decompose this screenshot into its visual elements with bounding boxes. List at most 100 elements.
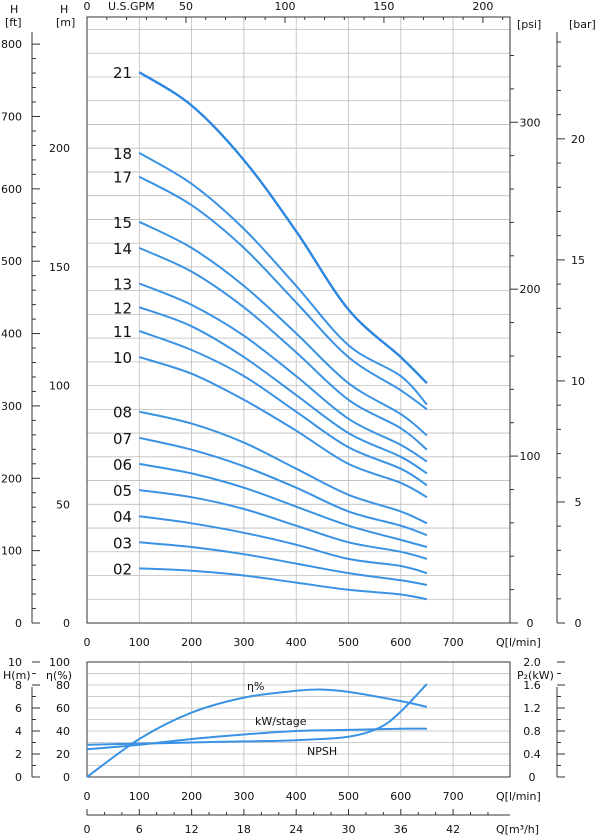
m-axis-title: H [m]	[56, 3, 75, 29]
q-axis-ticks-lower-chart: 0 100 200 300 400 500 600 700	[84, 790, 464, 803]
h-tick-label-lower: 10	[8, 656, 22, 669]
gpm-axis-ticks: 0 50 100 150 200	[84, 0, 504, 23]
q-axis-ticks-top-chart: 0 100 200 300 400 500 600 700	[84, 636, 464, 649]
q-tick-label-lower: 400	[286, 790, 307, 803]
p2-tick-label: 0.8	[523, 725, 541, 738]
h-tick-label-lower: 6	[15, 702, 22, 715]
eta-annotation: η%	[247, 680, 264, 693]
eta-tick-label: 20	[56, 748, 70, 761]
gpm-tick-label: 100	[274, 0, 295, 13]
psi-axis-title: [psi]	[517, 18, 541, 31]
bar-tick-label: 0	[575, 617, 582, 630]
m-axis-ticks: 0 50 100 150 200	[49, 142, 70, 630]
ft-tick-label: 0	[15, 617, 22, 630]
lower-curve-	[86, 688, 428, 778]
h-axis-title-lower: H(m)	[3, 669, 31, 682]
head-curve-13	[138, 282, 428, 463]
p2-tick-label: 1.6	[523, 679, 541, 692]
stage-label-02: 02	[113, 560, 132, 578]
p2-tick-label: 0	[529, 771, 536, 784]
head-curve-04	[139, 515, 428, 575]
eta-tick-label: 100	[49, 656, 70, 669]
m3h-tick-label: 24	[289, 823, 303, 836]
gpm-tick-label: 150	[373, 0, 394, 13]
gpm-tick-label: 0	[84, 0, 91, 13]
bar-axis-title: [bar]	[569, 18, 596, 31]
ft-tick-label: 500	[1, 255, 22, 268]
ft-axis-ticks: 0 100 200 300 400 500 600 700 800	[1, 38, 40, 630]
bar-tick-label: 15	[571, 254, 585, 267]
stage-label-11: 11	[113, 323, 132, 341]
h-tick-label-lower: 0	[15, 771, 22, 784]
ft-tick-label: 700	[1, 110, 22, 123]
head-curve-14	[138, 246, 428, 451]
gpm-tick-label: 50	[179, 0, 193, 13]
head-curve-02	[139, 567, 428, 601]
m3h-tick-label: 6	[136, 823, 143, 836]
m-tick-label: 150	[49, 261, 70, 274]
m-tick-label: 100	[49, 380, 70, 393]
psi-tick-label: 300	[520, 116, 541, 129]
bar-tick-label: 10	[571, 375, 585, 388]
head-chart-grid	[87, 17, 510, 623]
m3h-tick-label: 0	[84, 823, 91, 836]
ft-tick-label: 400	[1, 328, 22, 341]
stage-label-18: 18	[113, 145, 132, 163]
m3h-tick-label: 12	[185, 823, 199, 836]
stage-label-12: 12	[113, 299, 132, 317]
eta-axis-title: η(%)	[46, 669, 72, 682]
gpm-axis-title: U.S.GPM	[108, 0, 155, 13]
psi-axis-ticks: 0 100 200 300	[510, 55, 541, 630]
q-tick-label-lower: 300	[233, 790, 254, 803]
head-curve-07	[139, 436, 428, 537]
lower-curve-npsh	[86, 683, 428, 746]
psi-tick-label: 100	[520, 450, 541, 463]
m3h-tick-label: 36	[394, 823, 408, 836]
q-axis-title-top: Q[l/min]	[496, 636, 541, 649]
bar-tick-label: 20	[571, 133, 585, 146]
stage-label-03: 03	[113, 534, 132, 552]
stage-label-08: 08	[113, 404, 132, 422]
head-curve-11	[138, 330, 428, 487]
head-curve-05	[139, 489, 428, 560]
p2-tick-label: 1.2	[523, 702, 541, 715]
eta-tick-label: 60	[56, 702, 70, 715]
q-tick-label-lower: 200	[181, 790, 202, 803]
m-tick-label: 200	[49, 142, 70, 155]
m3h-axis-title: Q[m³/h]	[496, 823, 539, 836]
p2-tick-label: 0.4	[523, 748, 541, 761]
head-curve-06	[139, 462, 428, 548]
h-tick-label-lower: 8	[15, 679, 22, 692]
ft-tick-label: 300	[1, 400, 22, 413]
q-axis-title-lower: Q[l/min]	[496, 790, 541, 803]
eta-tick-label: 80	[56, 679, 70, 692]
p2-axis-title: P₂(kW)	[517, 669, 554, 682]
q-tick-label-lower: 700	[443, 790, 464, 803]
bar-axis-ticks: 0 5 10 15 20	[557, 41, 585, 630]
kw-stage-annotation: kW/stage	[255, 715, 307, 728]
ft-tick-label: 100	[1, 545, 22, 558]
q-tick-label: 100	[129, 636, 150, 649]
m3h-tick-label: 30	[342, 823, 356, 836]
h-axis-ticks-lower: 0 2 4 6 8 10	[8, 656, 40, 784]
q-tick-label: 500	[338, 636, 359, 649]
stage-label-14: 14	[113, 240, 132, 258]
head-curve-03	[139, 541, 428, 586]
stage-labels: 21 18 17 15 14 13 12 11 10 08 07 06 05 04 03 02	[113, 64, 132, 578]
q-tick-label: 300	[233, 636, 254, 649]
m3h-tick-label: 18	[237, 823, 251, 836]
stage-label-06: 06	[113, 456, 132, 474]
eta-tick-label: 0	[63, 771, 70, 784]
p2-tick-label: 2.0	[523, 656, 541, 669]
m-tick-label: 50	[56, 498, 70, 511]
psi-tick-label: 200	[520, 283, 541, 296]
gpm-tick-label: 200	[472, 0, 493, 13]
head-chart-frame	[86, 16, 511, 624]
q-tick-label: 400	[286, 636, 307, 649]
q-tick-label: 200	[181, 636, 202, 649]
ft-axis-title: H [ft]	[5, 3, 22, 29]
q-tick-label: 700	[443, 636, 464, 649]
q-tick-label-lower: 500	[338, 790, 359, 803]
head-curve-08	[139, 410, 428, 525]
